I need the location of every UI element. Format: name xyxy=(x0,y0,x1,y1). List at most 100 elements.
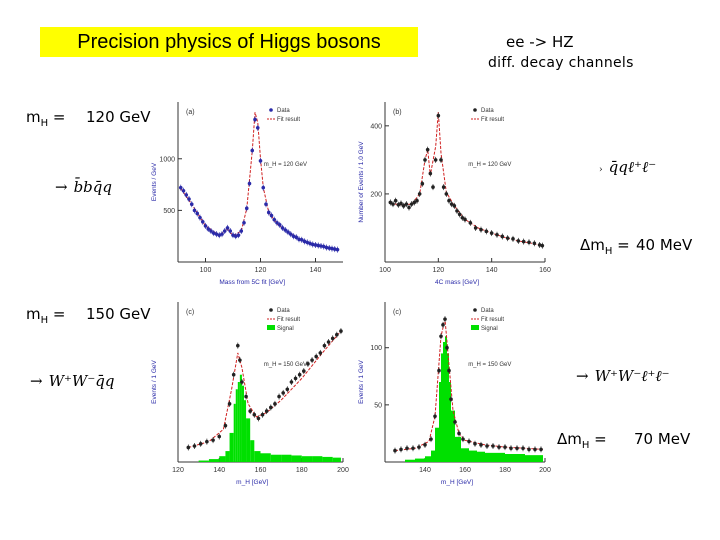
mh-label-row1: mH = xyxy=(26,108,66,129)
data-point xyxy=(399,201,403,206)
y-tick-label: 200 xyxy=(370,191,382,198)
signal-bar xyxy=(515,454,525,462)
data-point xyxy=(181,188,186,193)
data-point xyxy=(239,229,244,233)
data-point xyxy=(491,444,495,448)
signal-bar xyxy=(239,374,242,462)
data-point xyxy=(275,220,279,225)
signal-bar xyxy=(525,455,535,462)
mass-annotation: m_H = 150 GeV xyxy=(264,362,307,368)
panel-label: (c) xyxy=(186,309,194,316)
signal-bar xyxy=(229,432,234,462)
data-point xyxy=(310,358,314,362)
x-tick-label: 180 xyxy=(296,467,308,474)
data-point xyxy=(445,345,449,350)
data-point xyxy=(280,226,285,230)
data-point xyxy=(521,239,526,244)
data-point xyxy=(533,447,537,452)
data-point xyxy=(250,148,255,153)
data-point xyxy=(412,200,417,205)
mh-subscript: H xyxy=(40,315,49,326)
data-point xyxy=(417,192,422,196)
data-point xyxy=(203,224,208,228)
data-point xyxy=(428,171,433,176)
data-point xyxy=(511,237,515,241)
data-point xyxy=(240,380,244,384)
signal-bar xyxy=(505,454,515,462)
data-point xyxy=(527,447,531,452)
data-point xyxy=(253,117,257,122)
channel-wwqq: → W⁺W⁻q̄q xyxy=(30,372,114,390)
signal-bar xyxy=(235,389,238,462)
data-point xyxy=(460,215,465,220)
legend-signal-marker xyxy=(471,325,479,330)
data-point xyxy=(497,445,501,449)
legend-entry: Data xyxy=(481,308,494,314)
x-tick-label: 120 xyxy=(172,467,184,474)
data-point xyxy=(192,208,197,213)
delta-mh-row1: ΔmH = xyxy=(580,236,630,257)
data-point xyxy=(330,246,334,251)
mh-subscript: H xyxy=(40,118,49,129)
data-point xyxy=(261,185,266,190)
legend-entry: Signal xyxy=(277,326,294,332)
channel-wwqq-label: W⁺W⁻q̄q xyxy=(48,372,115,390)
data-point xyxy=(461,437,465,441)
data-point xyxy=(500,234,505,239)
data-point xyxy=(308,241,312,246)
dm-equals: = xyxy=(612,236,630,254)
data-point xyxy=(322,343,327,348)
data-point xyxy=(423,158,427,162)
data-point xyxy=(473,226,478,230)
panel-label: (a) xyxy=(186,109,195,116)
signal-bar xyxy=(405,459,415,462)
data-point xyxy=(443,317,447,321)
data-point xyxy=(335,247,340,252)
signal-bar xyxy=(225,451,230,462)
channel-bbqq: → b̄bq̄q xyxy=(55,178,112,196)
mass-annotation: m_H = 120 GeV xyxy=(468,162,511,168)
subtitle-label: diff. decay channels xyxy=(488,55,634,71)
data-point xyxy=(425,147,430,152)
data-point xyxy=(288,232,293,236)
fit-curve xyxy=(394,318,544,452)
mh-symbol: m xyxy=(26,305,41,323)
x-tick-label: 100 xyxy=(379,267,391,274)
data-point xyxy=(242,220,246,225)
plot-b: 100 120 140 160 200 400 4C mass [GeV] Number of… xyxy=(358,102,551,286)
data-point xyxy=(452,204,457,208)
x-tick-label: 140 xyxy=(213,467,225,474)
signal-bar xyxy=(441,353,443,462)
data-point xyxy=(439,334,443,339)
resolution-row1: 40 MeV xyxy=(636,236,693,254)
data-point xyxy=(228,229,233,233)
data-point xyxy=(264,409,269,413)
data-point xyxy=(244,394,248,399)
x-tick-label: 200 xyxy=(539,467,551,474)
data-point xyxy=(509,446,513,451)
data-point xyxy=(318,351,323,355)
data-point xyxy=(468,221,473,225)
data-point xyxy=(447,368,451,373)
data-point xyxy=(291,234,296,238)
data-point xyxy=(330,336,335,341)
data-point xyxy=(214,232,219,236)
data-point xyxy=(209,229,213,233)
data-point xyxy=(189,202,194,206)
dm-symbol: Δm xyxy=(580,236,605,254)
data-point xyxy=(404,202,409,206)
data-point xyxy=(297,372,302,377)
plot-c: 120 140 160 180 200 m_H [GeV] Events / 1 GeV (c… xyxy=(151,302,349,486)
y-tick-label: 50 xyxy=(374,402,382,409)
x-tick-label: 120 xyxy=(255,267,267,274)
data-point xyxy=(437,368,441,373)
data-point xyxy=(211,438,215,442)
data-point xyxy=(393,448,397,453)
data-point xyxy=(503,445,507,449)
data-point xyxy=(305,240,310,245)
x-tick-label: 140 xyxy=(419,467,431,474)
signal-bar xyxy=(495,452,505,462)
data-point xyxy=(335,332,339,337)
data-point xyxy=(441,323,445,327)
data-point xyxy=(449,202,454,206)
